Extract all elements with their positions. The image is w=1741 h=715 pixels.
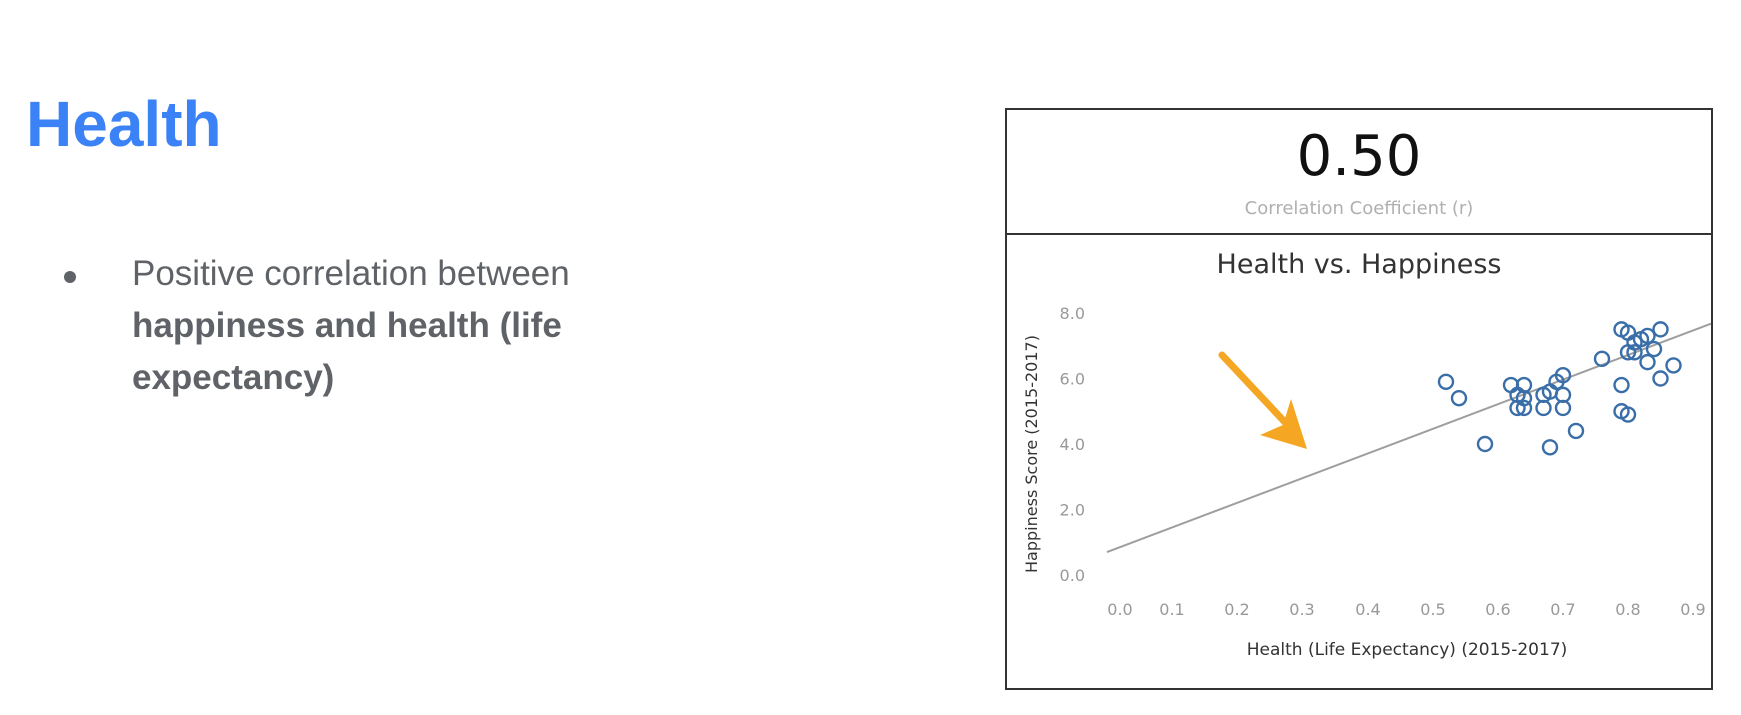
data-point: [1652, 370, 1669, 387]
data-point: [1535, 399, 1552, 417]
chart-title: Health vs. Happiness: [1217, 249, 1502, 280]
trendline: [1106, 322, 1711, 554]
x-tick-label: 0.0: [1107, 600, 1132, 619]
data-point: [1437, 373, 1455, 390]
x-tick-label: 0.8: [1615, 600, 1640, 619]
data-point: [1619, 406, 1637, 423]
y-tick-label: 8.0: [1060, 304, 1085, 323]
x-tick-label: 0.5: [1420, 600, 1445, 619]
data-point: [1613, 376, 1630, 394]
data-point: [1541, 439, 1559, 456]
data-point: [1645, 340, 1663, 358]
y-axis-label: Happiness Score (2015-2017): [1022, 335, 1041, 573]
data-point: [1639, 327, 1656, 345]
x-tick-label: 0.3: [1289, 600, 1314, 619]
x-tick-label: 0.4: [1355, 600, 1380, 619]
y-tick-label: 0.0: [1060, 566, 1085, 585]
x-axis-label: Health (Life Expectancy) (2015-2017): [1247, 640, 1568, 660]
x-tick-label: 0.2: [1224, 600, 1249, 619]
data-point: [1626, 344, 1643, 361]
data-point: [1450, 389, 1468, 407]
data-point: [1515, 389, 1533, 407]
y-tick-label: 2.0: [1060, 501, 1085, 520]
bullet-text-normal: Positive correlation between: [132, 254, 570, 293]
scatter-chart: Health vs. Happiness 0.0 2.0 4.0 6.0 8.0 0.0 0.…: [1022, 249, 1711, 660]
data-point: [1554, 386, 1572, 404]
data-point: [1639, 353, 1656, 371]
x-tick-label: 0.7: [1550, 600, 1575, 619]
bullet-text: Positive correlation between happiness a…: [132, 248, 666, 404]
correlation-label: Correlation Coefficient (r): [1244, 198, 1474, 219]
data-point: [1554, 367, 1572, 384]
y-tick-label: 4.0: [1060, 435, 1085, 454]
bullet-dot: [64, 271, 76, 283]
data-point: [1567, 422, 1585, 440]
x-tick-label: 0.6: [1485, 600, 1510, 619]
y-tick-label: 6.0: [1060, 370, 1085, 389]
correlation-card: 0.50 Correlation Coefficient (r) Health …: [1005, 108, 1713, 690]
data-point: [1554, 399, 1572, 417]
data-point: [1665, 357, 1682, 374]
correlation-value: 0.50: [1296, 124, 1422, 189]
data-point: [1515, 399, 1533, 417]
data-point: [1652, 321, 1669, 338]
data-point: [1476, 435, 1494, 453]
bullet-point: Positive correlation between happiness a…: [64, 248, 666, 404]
annotation-arrow-head: [1260, 399, 1307, 449]
x-tick-label: 0.1: [1159, 600, 1184, 619]
bullet-text-bold: happiness and health (life expectancy): [132, 306, 562, 397]
data-point: [1593, 350, 1611, 368]
metric-panel: 0.50 Correlation Coefficient (r): [1007, 110, 1711, 235]
x-tick-label: 0.9: [1680, 600, 1705, 619]
slide-title: Health: [26, 88, 222, 160]
